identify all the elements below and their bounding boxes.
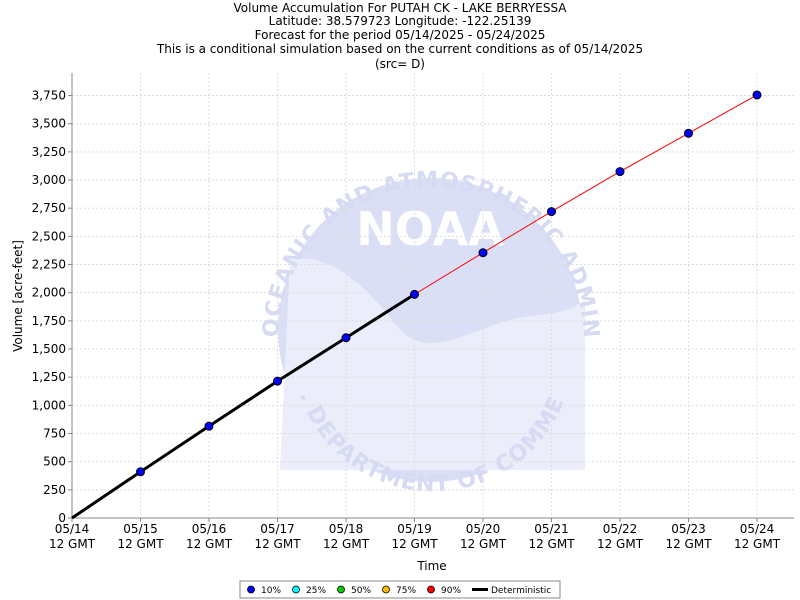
x-tick-label-date: 05/14 [55,522,90,536]
data-point-10pct [341,333,351,343]
y-tick-label: 2,750 [32,201,66,215]
x-tick-label-time: 12 GMT [665,537,712,551]
x-tick-label-date: 05/24 [740,522,775,536]
data-point-10pct [547,207,556,217]
y-tick-label: 3,250 [32,145,66,159]
forecast-line [414,94,758,295]
y-tick-label: 750 [43,427,66,441]
x-tick-label-time: 12 GMT [254,537,301,551]
y-tick-label: 250 [43,483,66,497]
x-tick-label-date: 05/19 [397,522,432,536]
y-tick-label: 500 [43,455,66,469]
axes [71,73,794,519]
chart-title-line-2: Latitude: 38.579723 Longitude: -122.2513… [269,14,532,28]
x-tick-label-time: 12 GMT [597,537,644,551]
legend: 10% 25% 50% 75% 90% Deterministic [239,580,561,599]
y-tick-label: 1,000 [32,398,66,412]
x-tick-label-time: 12 GMT [323,537,370,551]
noaa-emblem-disc [278,178,582,482]
x-tick-label-time: 12 GMT [117,537,164,551]
x-tick-label-date: 05/23 [671,522,706,536]
data-point-10pct [204,421,214,431]
legend-box [239,580,561,599]
noaa-emblem-gull [280,258,585,470]
legend-marker [337,585,345,594]
data-point-10pct [615,167,625,177]
chart-title-line-1: Volume Accumulation For PUTAH CK - LAKE … [234,1,568,15]
legend-marker [427,585,435,594]
y-tick-label: 3,750 [32,89,66,103]
y-axis-label: Volume [acre-feet] [11,240,25,352]
data-point-10pct [136,467,145,477]
grid-lines [71,73,794,519]
data-point-10pct [684,128,693,138]
x-tick-label-date: 05/15 [123,522,158,536]
x-tick-label-date: 05/20 [466,522,501,536]
chart-title-line-5: (src= D) [375,57,425,71]
noaa-center-text: NOAA [356,202,504,256]
x-tick-label-time: 12 GMT [49,537,96,551]
x-tick-label-date: 05/22 [603,522,638,536]
x-axis-label: Time [416,559,446,573]
chart-title-line-4: This is a conditional simulation based o… [156,42,643,56]
legend-marker [247,585,255,594]
chart-title-line-3: Forecast for the period 05/14/2025 - 05/… [255,28,546,42]
y-tick-label: 2,000 [32,286,66,300]
y-axis-ticks: 0 250 500 750 1,000 1,250 1,500 1,750 2,000 2,250… [32,89,72,525]
data-point-10pct [410,289,419,299]
y-tick-label: 2,500 [32,229,66,243]
x-tick-label-time: 12 GMT [460,537,507,551]
x-tick-label-time: 12 GMT [528,537,575,551]
series-lines [71,94,758,520]
y-tick-label: 0 [58,511,66,525]
legend-label: 75% [396,586,416,596]
x-tick-label-date: 05/21 [534,522,569,536]
legend-label: Deterministic [491,586,551,596]
data-point-10pct [752,90,762,100]
legend-label: 50% [351,586,371,596]
legend-marker [382,585,390,594]
y-tick-label: 1,250 [32,370,66,384]
x-tick-label-date: 05/18 [329,522,364,536]
y-tick-label: 3,500 [32,117,66,131]
legend-label: 90% [441,586,461,596]
legend-label: 10% [261,586,281,596]
data-point-10pct [273,376,282,386]
y-tick-label: 1,500 [32,342,66,356]
x-tick-label-time: 12 GMT [391,537,438,551]
deterministic-line [71,293,416,520]
legend-label: 25% [306,586,326,596]
y-tick-label: 2,250 [32,258,66,272]
legend-marker [292,585,300,594]
x-tick-label-date: 05/17 [260,522,295,536]
y-tick-label: 3,000 [32,173,66,187]
y-tick-label: 1,750 [32,314,66,328]
plot-area [72,73,794,518]
series-points [136,90,762,477]
x-tick-label-date: 05/16 [192,522,227,536]
data-point-10pct [478,248,488,258]
chart-title-block: Volume Accumulation For PUTAH CK - LAKE … [156,1,643,71]
x-tick-label-time: 12 GMT [734,537,781,551]
x-tick-label-time: 12 GMT [186,537,233,551]
